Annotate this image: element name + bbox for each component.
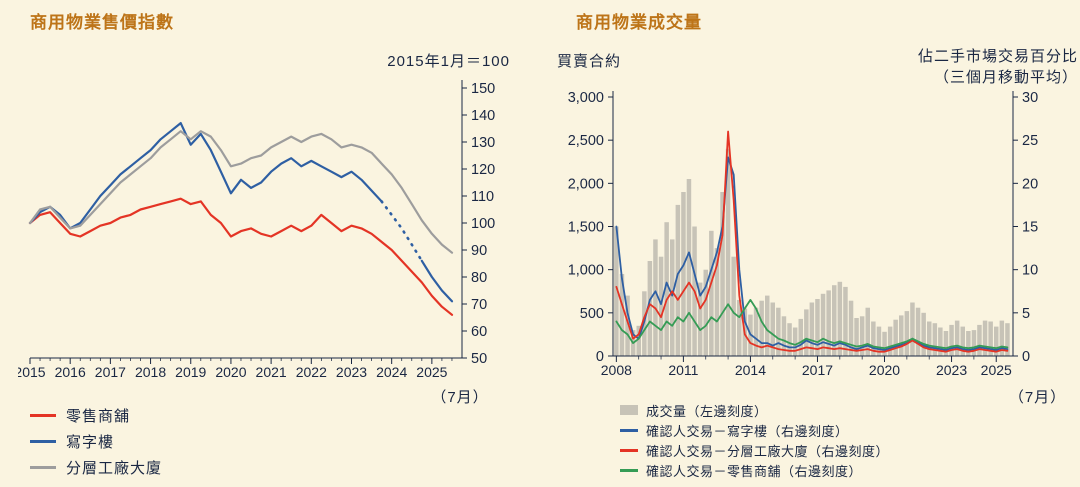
right-chart-right-axis-label: 佔二手市場交易百分比 （三個月移動平均） <box>800 46 1078 88</box>
svg-text:2,500: 2,500 <box>568 133 604 149</box>
svg-text:5: 5 <box>1022 306 1030 322</box>
svg-text:60: 60 <box>471 324 487 340</box>
left-chart-legend: 零售商舖 寫字樓 分層工廠大廈 <box>30 402 162 480</box>
right-chart-left-axis-label: 買賣合約 <box>557 53 622 70</box>
right-chart-month-note: （7月） <box>1008 389 1067 406</box>
svg-text:150: 150 <box>471 81 495 97</box>
svg-text:50: 50 <box>471 351 487 367</box>
right-axis-label-line2: （三個月移動平均） <box>933 69 1078 86</box>
svg-text:30: 30 <box>1022 90 1038 106</box>
svg-text:2020: 2020 <box>869 362 900 378</box>
svg-text:2,000: 2,000 <box>568 176 604 192</box>
svg-text:0: 0 <box>596 349 604 365</box>
svg-text:70: 70 <box>471 297 487 313</box>
factory-line-marker <box>30 465 56 469</box>
legend-label: 分層工廠大廈 <box>66 459 163 477</box>
svg-text:140: 140 <box>471 108 495 124</box>
left-chart-title: 商用物業售價指數 <box>30 13 174 32</box>
confirmor-office-line-marker <box>620 428 638 432</box>
price-index-chart: 150 140 130 120 110 100 90 80 70 60 50 2015 2016 2017… <box>18 80 495 380</box>
svg-text:3,000: 3,000 <box>568 90 604 106</box>
svg-text:80: 80 <box>471 270 487 286</box>
confirmor-factory-line-marker <box>620 448 638 452</box>
svg-text:20: 20 <box>1022 176 1038 192</box>
svg-text:2008: 2008 <box>601 362 632 378</box>
svg-text:2017: 2017 <box>95 364 126 380</box>
svg-text:2016: 2016 <box>55 364 86 380</box>
legend-label: 確認人交易－分層工廠大廈（右邊刻度） <box>646 443 890 459</box>
svg-text:25: 25 <box>1022 133 1038 149</box>
svg-text:2011: 2011 <box>668 362 698 378</box>
svg-text:2019: 2019 <box>175 364 206 380</box>
retail-line-marker <box>30 413 56 417</box>
right-axis-label-line1: 佔二手市場交易百分比 <box>917 48 1078 65</box>
svg-text:500: 500 <box>580 306 604 322</box>
svg-text:2025: 2025 <box>416 364 447 380</box>
svg-text:2022: 2022 <box>296 364 327 380</box>
legend-item-confirmor-retail: 確認人交易－零售商舖（右邊刻度） <box>620 460 889 480</box>
svg-text:1,000: 1,000 <box>568 263 604 279</box>
transaction-volume-chart: 3,000 2,500 2,000 1,500 1,000 500 0 30 25 20 15 10 5… <box>568 90 1038 378</box>
legend-item-confirmor-offices: 確認人交易－寫字樓（右邊刻度） <box>620 420 889 440</box>
legend-item-confirmor-factories: 確認人交易－分層工廠大廈（右邊刻度） <box>620 440 889 460</box>
legend-label: 確認人交易－寫字樓（右邊刻度） <box>646 423 849 439</box>
svg-text:90: 90 <box>471 243 487 259</box>
legend-item-offices: 寫字樓 <box>30 428 162 454</box>
legend-label: 確認人交易－零售商舖（右邊刻度） <box>646 463 863 479</box>
left-chart-index-base-note: 2015年1月＝100 <box>387 53 510 70</box>
svg-text:1,500: 1,500 <box>568 220 604 236</box>
office-line-marker <box>30 439 56 443</box>
legend-label: 零售商舖 <box>66 407 131 425</box>
legend-item-volume: 成交量（左邊刻度） <box>620 400 889 420</box>
svg-text:2020: 2020 <box>215 364 246 380</box>
svg-text:2017: 2017 <box>802 362 833 378</box>
svg-text:2021: 2021 <box>256 364 287 380</box>
legend-item-retail-shops: 零售商舖 <box>30 402 162 428</box>
legend-label: 寫字樓 <box>66 433 115 451</box>
svg-text:2024: 2024 <box>376 364 407 380</box>
right-chart-legend: 成交量（左邊刻度） 確認人交易－寫字樓（右邊刻度） 確認人交易－分層工廠大廈（右… <box>620 400 889 480</box>
svg-text:120: 120 <box>471 162 495 178</box>
legend-label: 成交量（左邊刻度） <box>646 403 768 419</box>
svg-text:2015: 2015 <box>18 364 46 380</box>
svg-text:2023: 2023 <box>936 362 967 378</box>
left-chart-month-note: （7月） <box>431 389 489 406</box>
svg-text:2025: 2025 <box>981 362 1012 378</box>
svg-text:110: 110 <box>471 189 494 205</box>
right-chart-title: 商用物業成交量 <box>576 13 702 32</box>
legend-item-flatted-factories: 分層工廠大廈 <box>30 454 162 480</box>
svg-text:2018: 2018 <box>135 364 166 380</box>
svg-text:0: 0 <box>1022 349 1030 365</box>
svg-text:100: 100 <box>471 216 495 232</box>
volume-bar-marker <box>620 405 638 415</box>
svg-text:10: 10 <box>1022 263 1038 279</box>
svg-text:2023: 2023 <box>336 364 367 380</box>
confirmor-retail-line-marker <box>620 468 638 472</box>
svg-text:2014: 2014 <box>735 362 766 378</box>
svg-text:15: 15 <box>1022 220 1038 236</box>
svg-text:130: 130 <box>471 135 495 151</box>
